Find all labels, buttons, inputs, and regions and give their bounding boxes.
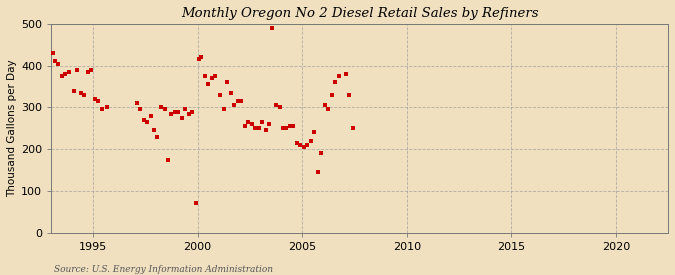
Point xyxy=(281,126,292,130)
Point xyxy=(344,93,354,97)
Point xyxy=(225,90,236,95)
Point xyxy=(298,145,309,149)
Point xyxy=(215,93,225,97)
Point xyxy=(68,89,79,93)
Point xyxy=(97,107,107,112)
Point xyxy=(135,107,146,112)
Point xyxy=(246,122,257,126)
Point xyxy=(49,59,60,64)
Point xyxy=(274,105,285,109)
Point xyxy=(264,122,275,126)
Point xyxy=(196,55,207,59)
Point xyxy=(239,124,250,128)
Point xyxy=(316,151,327,155)
Point xyxy=(173,109,184,114)
Point xyxy=(260,128,271,133)
Point xyxy=(93,99,104,103)
Point xyxy=(82,70,93,74)
Point xyxy=(340,72,351,76)
Point xyxy=(267,26,278,30)
Point xyxy=(330,80,341,84)
Point xyxy=(285,124,296,128)
Point xyxy=(142,120,153,124)
Point xyxy=(232,99,243,103)
Point xyxy=(222,80,233,84)
Point xyxy=(145,114,156,118)
Point xyxy=(163,157,173,162)
Point xyxy=(306,139,317,143)
Point xyxy=(86,68,97,72)
Point xyxy=(243,120,254,124)
Point xyxy=(60,72,71,76)
Point xyxy=(169,109,180,114)
Point xyxy=(89,97,100,101)
Point xyxy=(348,126,358,130)
Point xyxy=(313,170,323,174)
Point xyxy=(218,107,229,112)
Point xyxy=(295,143,306,147)
Point xyxy=(148,128,159,133)
Point xyxy=(236,99,246,103)
Point xyxy=(209,74,220,78)
Point xyxy=(333,74,344,78)
Point xyxy=(63,70,74,74)
Point xyxy=(202,82,213,87)
Point xyxy=(250,126,261,130)
Point xyxy=(56,74,67,78)
Y-axis label: Thousand Gallons per Day: Thousand Gallons per Day xyxy=(7,59,17,197)
Point xyxy=(199,74,210,78)
Point xyxy=(288,124,299,128)
Point xyxy=(159,107,170,112)
Point xyxy=(256,120,267,124)
Point xyxy=(309,130,320,134)
Point xyxy=(323,107,333,112)
Point xyxy=(292,141,302,145)
Point xyxy=(166,111,177,116)
Point xyxy=(271,103,281,108)
Point xyxy=(194,57,205,62)
Point xyxy=(177,116,188,120)
Point xyxy=(207,76,217,80)
Text: Source: U.S. Energy Information Administration: Source: U.S. Energy Information Administ… xyxy=(54,265,273,274)
Point xyxy=(180,107,191,112)
Point xyxy=(187,109,198,114)
Point xyxy=(47,51,58,55)
Title: Monthly Oregon No 2 Diesel Retail Sales by Refiners: Monthly Oregon No 2 Diesel Retail Sales … xyxy=(181,7,539,20)
Point xyxy=(327,93,338,97)
Point xyxy=(190,201,201,205)
Point xyxy=(277,126,288,130)
Point xyxy=(53,61,63,66)
Point xyxy=(229,103,240,108)
Point xyxy=(138,118,149,122)
Point xyxy=(302,143,313,147)
Point xyxy=(253,126,264,130)
Point xyxy=(319,103,330,108)
Point xyxy=(76,90,86,95)
Point xyxy=(184,111,194,116)
Point xyxy=(152,134,163,139)
Point xyxy=(72,68,83,72)
Point xyxy=(79,93,90,97)
Point xyxy=(131,101,142,105)
Point xyxy=(156,105,167,109)
Point xyxy=(102,105,113,109)
